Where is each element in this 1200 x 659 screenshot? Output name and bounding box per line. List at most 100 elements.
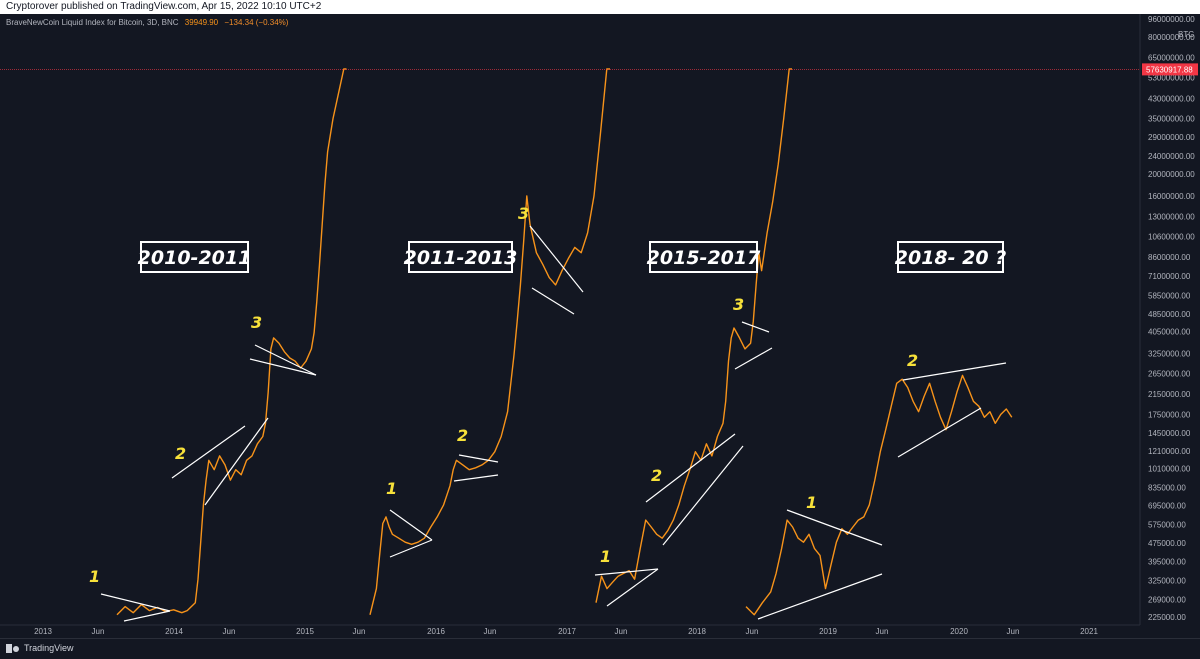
x-tick-label: Jun [615,627,628,636]
wave-number-label: 1 [386,479,397,498]
period-label: 2011-2013 [404,247,518,269]
trend-line[interactable] [123,610,171,622]
currency-label: BTC [1178,30,1194,39]
y-tick-label: 65000000.00 [1148,54,1195,63]
x-tick-label: 2019 [819,627,837,636]
x-tick-label: 2018 [688,627,706,636]
trend-line[interactable] [453,474,499,482]
current-price-tag: 57630917.88 [1146,65,1193,74]
x-tick-label: 2021 [1080,627,1098,636]
x-tick-label: 2015 [296,627,314,636]
y-tick-label: 575000.00 [1148,520,1186,529]
y-tick-label: 695000.00 [1148,502,1186,511]
period-label: 2018- 20 ? [895,247,1006,269]
y-tick-label: 269000.00 [1148,595,1186,604]
wave-number-label: 3 [518,204,529,223]
price-curve-period-3 [595,68,792,603]
x-tick-label: 2014 [165,627,183,636]
y-tick-label: 1750000.00 [1148,410,1191,419]
x-tick-label: Jun [223,627,236,636]
y-tick-label: 96000000.00 [1148,15,1195,24]
trend-line[interactable] [458,454,499,463]
y-tick-label: 835000.00 [1148,484,1186,493]
period-box [408,241,513,273]
trend-line[interactable] [529,225,584,293]
trend-line[interactable] [531,287,575,315]
y-tick-label: 43000000.00 [1148,94,1195,103]
trend-line[interactable] [645,433,736,503]
wave-number-label: 2 [457,426,468,445]
price-axis-bg[interactable] [1140,14,1200,625]
wave-number-label: 1 [806,493,817,512]
tradingview-icon [6,643,20,653]
period-label: 2010-2011 [138,247,252,269]
y-tick-label: 1450000.00 [1148,429,1191,438]
x-tick-label: 2020 [950,627,968,636]
y-tick-label: 475000.00 [1148,539,1186,548]
x-tick-label: Jun [484,627,497,636]
wave-number-label: 2 [907,351,918,370]
trend-line[interactable] [100,593,171,612]
price-curve-period-2 [369,68,610,615]
y-tick-label: 225000.00 [1148,613,1186,622]
published-banner: Cryptorover published on TradingView.com… [0,0,1200,14]
trend-line[interactable] [389,509,433,541]
y-tick-label: 4850000.00 [1148,310,1191,319]
price-curve-period-4 [745,374,1013,616]
y-tick-label: 29000000.00 [1148,133,1195,142]
y-tick-label: 2150000.00 [1148,390,1191,399]
bottom-bar [0,638,1200,659]
tradingview-logo: TradingView [6,641,74,655]
y-tick-label: 7100000.00 [1148,272,1191,281]
symbol-legend: BraveNewCoin Liquid Index for Bitcoin, 3… [6,18,288,27]
y-tick-label: 3250000.00 [1148,349,1191,358]
legend-title: BraveNewCoin Liquid Index for Bitcoin, 3… [6,18,179,27]
x-tick-label: Jun [92,627,105,636]
trend-line[interactable] [662,445,744,546]
x-tick-label: Jun [1007,627,1020,636]
y-tick-label: 24000000.00 [1148,152,1195,161]
period-box [897,241,1004,273]
legend-change: −134.34 (−0.34%) [224,18,289,27]
trend-line[interactable] [249,358,317,376]
x-tick-label: Jun [353,627,366,636]
y-tick-label: 5850000.00 [1148,291,1191,300]
y-tick-label: 1210000.00 [1148,447,1191,456]
x-tick-label: 2013 [34,627,52,636]
period-label: 2015-2017 [647,247,761,269]
x-tick-label: 2017 [558,627,576,636]
trend-line[interactable] [594,568,659,576]
period-box [649,241,758,273]
tradingview-brand: TradingView [24,643,74,653]
trend-line[interactable] [204,417,269,506]
trend-line[interactable] [757,573,883,620]
current-price-tag-bg [1142,63,1198,76]
price-curve-period-1 [116,68,347,616]
wave-number-label: 2 [651,466,662,485]
y-tick-label: 395000.00 [1148,557,1186,566]
trend-line[interactable] [741,321,770,333]
y-tick-label: 13000000.00 [1148,212,1195,221]
y-tick-label: 35000000.00 [1148,115,1195,124]
wave-number-label: 1 [600,547,611,566]
y-tick-label: 16000000.00 [1148,192,1195,201]
y-tick-label: 8600000.00 [1148,253,1191,262]
legend-value: 39949.90 [184,18,219,27]
trend-line[interactable] [734,347,773,370]
y-tick-label: 325000.00 [1148,577,1186,586]
trend-line[interactable] [902,362,1007,381]
trend-line[interactable] [786,509,883,546]
y-tick-label: 4050000.00 [1148,328,1191,337]
wave-number-label: 3 [733,295,744,314]
period-box [140,241,249,273]
trend-line[interactable] [897,407,982,458]
wave-number-label: 3 [251,313,262,332]
y-tick-label: 10600000.00 [1148,233,1195,242]
y-tick-label: 2650000.00 [1148,369,1191,378]
trend-line[interactable] [389,539,433,558]
trend-line[interactable] [606,568,659,607]
trend-line[interactable] [254,344,317,376]
trend-line[interactable] [171,425,246,479]
y-tick-label: 1010000.00 [1148,465,1191,474]
